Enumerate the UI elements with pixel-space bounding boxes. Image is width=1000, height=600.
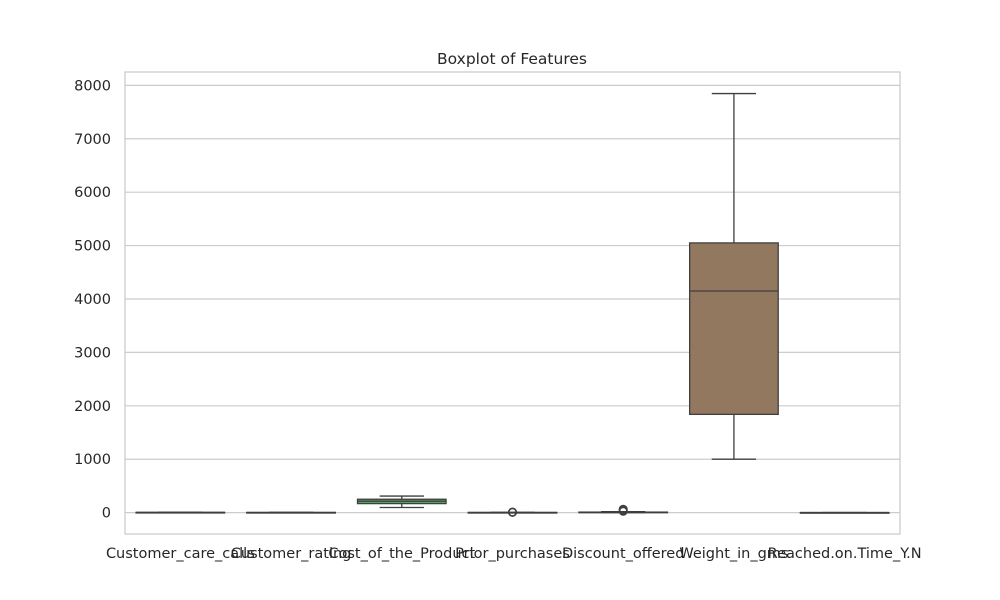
x-tick-label-1: Customer_rating [231,546,352,562]
x-tick-label-6: Reached.on.Time_Y.N [768,546,922,562]
y-tick-label-1: 1000 [74,452,111,468]
plot-frame [124,71,901,535]
box-group-3 [467,507,558,517]
x-tick-label-2: Cost_of_the_Product [328,546,475,562]
x-tick-label-4: Discount_offered [562,546,684,562]
box-group-4 [578,504,669,516]
box-group-6 [799,511,890,514]
x-tick-label-3: Prior_purchases [455,546,570,562]
flier-4-4 [618,504,628,514]
y-tick-label-4: 4000 [74,292,111,308]
x-tick-labels: Customer_care_callsCustomer_ratingCost_o… [106,546,922,562]
boxes-layer [135,92,890,517]
y-tick-label-6: 6000 [74,185,111,201]
y-tick-label-5: 5000 [74,239,111,255]
flier-3-3 [508,507,517,517]
y-tick-label-2: 2000 [74,399,111,415]
box-group-0 [135,511,226,514]
y-tick-label-0: 0 [102,506,111,522]
box-5 [688,242,779,416]
chart-title: Boxplot of Features [437,50,587,68]
y-tick-label-3: 3000 [74,345,111,361]
grid-lines [125,84,900,514]
x-tick-label-5: Weight_in_gms [679,546,788,562]
y-tick-labels: 0 1000 2000 3000 4000 5000 6000 7000 8000 [74,78,111,521]
box-group-2 [356,495,447,509]
y-tick-label-7: 7000 [74,132,111,148]
box-group-5 [688,92,779,460]
box-group-1 [246,511,337,514]
x-tick-label-0: Customer_care_calls [106,546,255,562]
y-tick-label-8: 8000 [74,78,111,94]
